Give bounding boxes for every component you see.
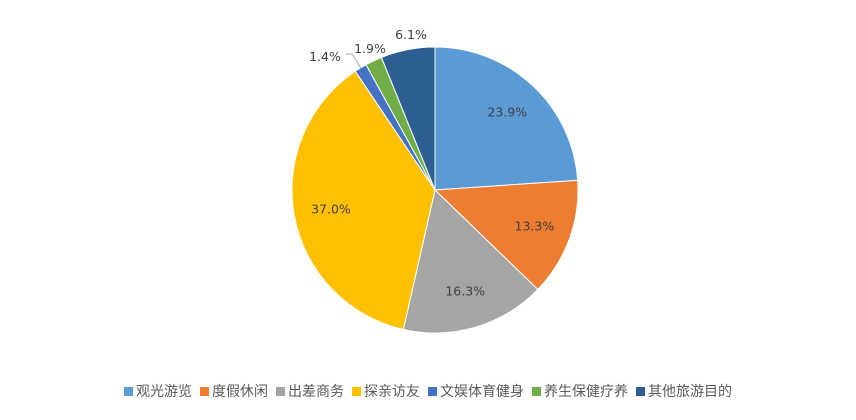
legend-item: 探亲访友 [352, 381, 420, 401]
data-label: 6.1% [395, 27, 427, 42]
legend-item: 文娱体育健身 [428, 381, 524, 401]
data-label: 16.3% [445, 283, 485, 298]
legend-label: 其他旅游目的 [648, 384, 732, 400]
legend-label: 养生保健疗养 [544, 384, 628, 400]
legend-label: 出差商务 [288, 384, 344, 400]
data-label: 37.0% [311, 201, 351, 216]
pie-chart: 23.9% 13.3% 16.3% 37.0% 1.4% 1.9% 6.1% [291, 27, 579, 334]
legend-swatch [200, 386, 209, 396]
legend-swatch [532, 386, 541, 396]
legend-item: 观光游览 [124, 381, 192, 401]
legend-label: 观光游览 [136, 384, 192, 400]
legend-swatch [428, 386, 437, 396]
pie-slice-0 [434, 46, 579, 191]
legend-label: 文娱体育健身 [440, 384, 524, 400]
data-label: 23.9% [487, 105, 527, 120]
legend-item: 其他旅游目的 [636, 381, 732, 401]
legend: 观光游览 度假休闲 出差商务 探亲访友 文娱体育健身 养生保健疗养 其他旅游目的 [0, 381, 856, 401]
pie-slice-2 [402, 189, 539, 334]
data-label: 1.9% [354, 41, 386, 56]
legend-swatch [636, 386, 645, 396]
pie-slice-1 [433, 179, 579, 291]
data-label: 13.3% [515, 218, 555, 233]
data-label: 1.4% [309, 49, 341, 64]
legend-item: 养生保健疗养 [532, 381, 628, 401]
legend-item: 度假休闲 [200, 381, 268, 401]
legend-item: 出差商务 [276, 381, 344, 401]
pie-slice-6 [380, 46, 436, 191]
legend-label: 度假休闲 [212, 384, 268, 400]
legend-swatch [352, 386, 361, 396]
legend-swatch [124, 386, 133, 396]
leader-line [346, 53, 362, 69]
pie-slice-3 [291, 70, 436, 331]
legend-label: 探亲访友 [364, 384, 420, 400]
legend-swatch [276, 386, 285, 396]
